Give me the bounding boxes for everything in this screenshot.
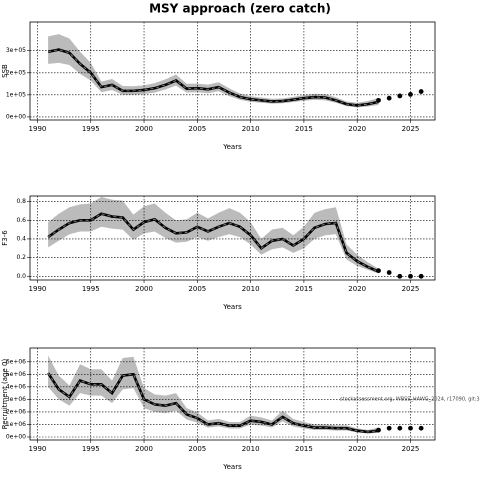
x-tick-label: 2025: [402, 125, 420, 133]
y-tick-label: 0e+00: [6, 433, 26, 440]
x-tick-label: 2000: [135, 125, 153, 133]
y-tick-label: 0.0: [16, 273, 26, 280]
x-tick-label: 1995: [82, 125, 100, 133]
figure-title: MSY approach (zero catch): [149, 2, 331, 16]
estimate-line-dash: [47, 372, 379, 433]
y-tick-label: 1e+06: [6, 421, 26, 428]
forecast-point: [397, 273, 403, 279]
x-tick-label: 1990: [29, 285, 47, 293]
y-axis-label: F3-6: [1, 230, 9, 246]
confidence-band: [48, 34, 379, 108]
x-tick-label: 2015: [295, 285, 313, 293]
forecast-point: [418, 425, 424, 431]
y-tick-label: 0.8: [16, 198, 26, 205]
x-tick-label: 2020: [348, 285, 366, 293]
x-tick-label: 2025: [402, 285, 420, 293]
forecast-point: [376, 268, 381, 274]
x-axis-label: Years: [222, 143, 242, 151]
x-tick-label: 2010: [242, 285, 260, 293]
x-tick-label: 2015: [295, 445, 313, 453]
plot-area: [30, 22, 435, 120]
x-axis-label: Years: [222, 463, 242, 471]
forecast-point: [386, 425, 392, 431]
x-tick-label: 2020: [348, 445, 366, 453]
y-axis-label: Recruitment (age 0): [1, 359, 9, 430]
y-tick-label: 0.2: [16, 254, 26, 261]
x-tick-label: 2005: [188, 125, 206, 133]
forecast-point: [418, 89, 424, 94]
plot-area: [30, 348, 435, 440]
x-tick-label: 1990: [29, 125, 47, 133]
estimate-line-dash: [48, 49, 379, 106]
plot-frame: [29, 21, 436, 121]
forecast-point: [418, 273, 424, 279]
forecast-point: [376, 97, 381, 103]
y-tick-label: 1e+05: [6, 91, 26, 98]
y-axis-label: SSB: [1, 64, 9, 78]
x-tick-label: 2010: [242, 445, 260, 453]
y-tick-label: 5e+06: [6, 371, 26, 378]
x-tick-label: 2005: [188, 285, 206, 293]
forecast-point: [386, 270, 392, 275]
x-tick-label: 1995: [82, 445, 100, 453]
estimate-line-dash: [47, 213, 379, 273]
x-tick-label: 2005: [188, 445, 206, 453]
y-tick-label: 3e+06: [6, 396, 26, 403]
forecast-point: [386, 95, 392, 101]
x-tick-label: 2010: [242, 125, 260, 133]
forecast-point: [408, 273, 413, 279]
y-tick-label: 0.4: [16, 235, 26, 242]
x-tick-label: 1995: [82, 285, 100, 293]
x-axis-label: Years: [222, 303, 242, 311]
annotation: stockassessment.org, WBSS_HAWG_2024, r17…: [340, 397, 480, 403]
x-tick-label: 1990: [29, 445, 47, 453]
x-tick-label: 2015: [295, 125, 313, 133]
forecast-point: [397, 93, 403, 99]
plot-area: [30, 196, 435, 280]
plot-frame: [29, 195, 436, 281]
forecast-point: [397, 425, 403, 431]
forecast-point: [376, 427, 381, 433]
y-tick-label: 4e+06: [6, 383, 26, 390]
forecast-point: [408, 91, 413, 97]
confidence-band: [48, 196, 379, 274]
y-tick-label: 6e+06: [6, 358, 26, 365]
y-tick-label: 0.6: [16, 217, 26, 224]
x-tick-label: 2000: [135, 285, 153, 293]
x-tick-label: 2025: [402, 445, 420, 453]
plot-frame: [29, 347, 436, 441]
forecast-point: [408, 425, 413, 431]
y-tick-label: 2e+05: [6, 69, 26, 76]
y-tick-label: 2e+06: [6, 408, 26, 415]
x-tick-label: 2020: [348, 125, 366, 133]
y-tick-label: 3e+05: [6, 47, 26, 54]
x-tick-label: 2000: [135, 445, 153, 453]
y-tick-label: 0e+00: [6, 113, 26, 120]
